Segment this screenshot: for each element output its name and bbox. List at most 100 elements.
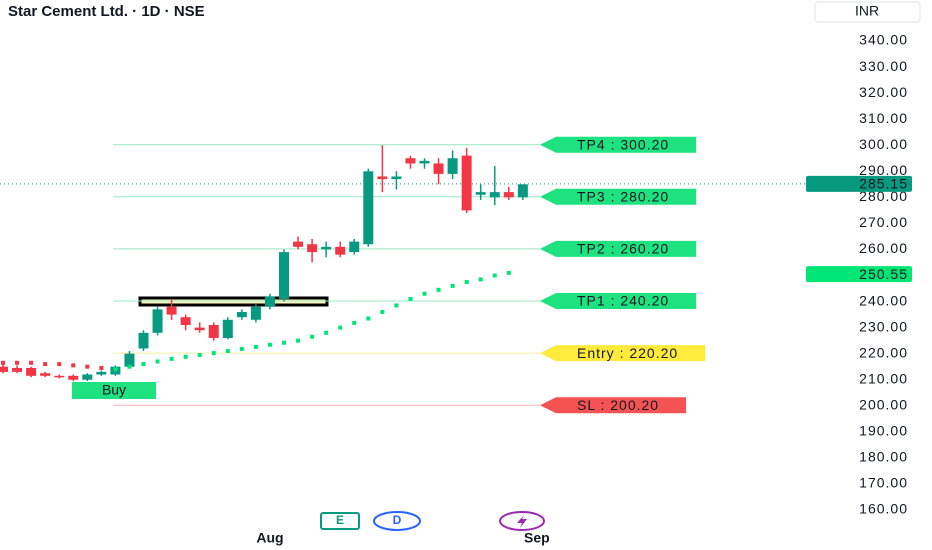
- candle-body: [236, 311, 247, 318]
- candle-body: [447, 158, 458, 174]
- y-tick-label: 190.00: [859, 423, 908, 439]
- sar-dot: [29, 360, 34, 365]
- sar-dot: [253, 344, 258, 349]
- earnings-icon[interactable]: [320, 512, 360, 530]
- candle-body: [12, 367, 23, 372]
- sar-dot: [113, 367, 118, 372]
- candle-body: [377, 176, 388, 180]
- price-tag-label: 250.55: [859, 266, 908, 282]
- candles: [0, 145, 528, 382]
- candle-body: [222, 319, 233, 339]
- x-tick-label: Sep: [524, 530, 550, 546]
- y-tick-label: 180.00: [859, 449, 908, 465]
- level-tag-bg: [540, 345, 706, 362]
- candle-body: [475, 192, 486, 195]
- candle-body: [307, 244, 318, 253]
- candle-body: [96, 371, 107, 375]
- candle-body: [489, 192, 500, 198]
- candle-body: [208, 325, 219, 339]
- level-tag: SL : 200.20: [540, 397, 687, 414]
- candle-body: [194, 327, 205, 331]
- y-tick-label: 300.00: [859, 136, 908, 152]
- sar-dot: [239, 346, 244, 351]
- y-tick-label: 260.00: [859, 240, 908, 256]
- price-tag: [806, 266, 912, 283]
- y-tick-label: 200.00: [859, 396, 908, 412]
- candle-body: [503, 192, 514, 198]
- level-tag-label: SL : 200.20: [577, 397, 659, 413]
- sar-dot: [197, 352, 202, 357]
- candle-body: [279, 252, 289, 299]
- sar-dot: [127, 364, 132, 369]
- x-tick-label: Aug: [256, 530, 283, 546]
- y-tick-label: 340.00: [859, 32, 908, 48]
- levels: TP4 : 300.20 TP3 : 280.20 TP2 : 260.20 TP1 …: [113, 136, 706, 414]
- sar-dot: [408, 296, 413, 301]
- level-tag-bg: [540, 397, 687, 414]
- dividend-label[interactable]: D: [393, 513, 402, 527]
- candle-body: [517, 184, 528, 198]
- candle-body: [349, 241, 360, 253]
- sar-dot: [296, 338, 301, 343]
- candle-body: [180, 317, 191, 326]
- sar-dot: [211, 351, 216, 356]
- candle-body: [152, 309, 163, 333]
- level-tag: TP3 : 280.20: [540, 188, 697, 205]
- sar-dot: [1, 360, 5, 365]
- y-tick-label: 290.00: [859, 162, 908, 178]
- candle-body: [264, 296, 275, 307]
- y-tick-label: 170.00: [859, 475, 908, 491]
- level-tag-label: TP2 : 260.20: [577, 241, 669, 257]
- sar-dot: [85, 364, 90, 369]
- sar-dot: [366, 316, 371, 321]
- level-tag: Entry : 220.20: [540, 345, 706, 362]
- earnings-label[interactable]: E: [336, 513, 344, 527]
- sar-dot: [324, 330, 329, 335]
- split-bolt: [517, 515, 527, 528]
- sar-dot: [464, 280, 469, 285]
- sar-dot: [352, 320, 357, 325]
- candle-body: [293, 241, 304, 247]
- sar-dot: [380, 309, 385, 314]
- buy-label: Buy: [102, 382, 126, 398]
- sar-dot: [506, 270, 511, 275]
- currency[interactable]: INR: [855, 3, 879, 19]
- y-tick-label: 230.00: [859, 318, 908, 334]
- sar-dot: [155, 359, 160, 364]
- candle-body: [166, 306, 177, 315]
- sar-up: [113, 270, 511, 372]
- sar-dot: [338, 325, 343, 330]
- sar-dot: [492, 273, 497, 278]
- y-tick-label: 310.00: [859, 110, 908, 126]
- sar-dot: [267, 342, 272, 347]
- candle-body: [419, 160, 430, 164]
- candle-body: [26, 367, 37, 376]
- sar-dot: [394, 303, 399, 308]
- sar-dot: [225, 349, 230, 354]
- currency-box[interactable]: [814, 1, 921, 23]
- sar-dot: [436, 287, 441, 292]
- buy-tag: [72, 382, 156, 399]
- level-tag-label: Entry : 220.20: [577, 345, 678, 361]
- level-tag-bg: [540, 136, 697, 153]
- candle-body: [124, 353, 135, 367]
- level-tag: TP2 : 260.20: [540, 241, 697, 257]
- candle-body: [363, 171, 374, 245]
- sar-dot: [43, 362, 48, 367]
- level-tag-bg: [540, 188, 697, 205]
- level-tag-label: TP1 : 240.20: [577, 293, 669, 309]
- sar-dot: [450, 283, 455, 288]
- level-tag-label: TP3 : 280.20: [577, 189, 669, 205]
- y-tick-label: 280.00: [859, 188, 908, 204]
- candle-body: [138, 332, 149, 349]
- y-tick-label: 240.00: [859, 292, 908, 308]
- sar-dot: [71, 363, 76, 368]
- sar-dot: [183, 354, 188, 359]
- sar-dot: [99, 365, 104, 370]
- dividend-icon[interactable]: [373, 511, 421, 531]
- sar-dot: [15, 360, 20, 365]
- sar-dot: [422, 291, 427, 296]
- sar-dot: [169, 356, 174, 361]
- candle-body: [0, 366, 8, 372]
- candle-body: [68, 375, 79, 380]
